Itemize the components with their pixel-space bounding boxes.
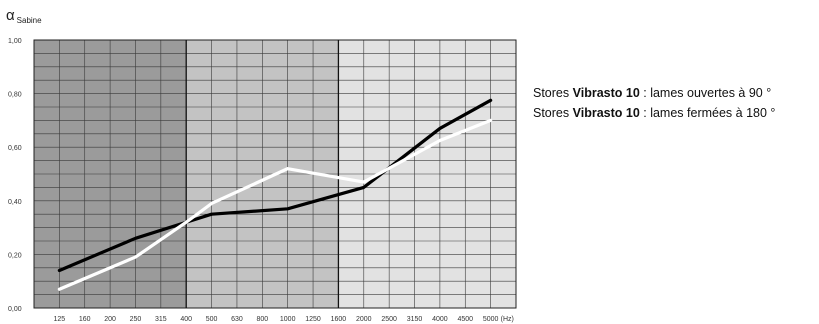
band-dividers	[185, 40, 340, 308]
x-tick-label: 2500	[381, 316, 397, 323]
y-tick-label: 0,80	[8, 92, 22, 99]
x-tick-label: 200	[104, 316, 116, 323]
x-tick-label: 160	[79, 316, 91, 323]
y-axis-label: α Sabine	[6, 7, 42, 25]
x-tick-label: 5000	[483, 316, 499, 323]
y-tick-label: 0,00	[8, 306, 22, 313]
series-line-closed	[57, 118, 493, 291]
y-tick-label: 0,40	[8, 199, 22, 206]
legend-brand: Vibrasto 10	[573, 86, 640, 100]
x-tick-label: 4500	[457, 316, 473, 323]
x-tick-label: 125	[54, 316, 66, 323]
legend: Stores Vibrasto 10 : lames ouvertes à 90…	[533, 86, 775, 120]
x-tick-label: 1600	[331, 316, 347, 323]
legend-suffix: : lames ouvertes à 90 °	[640, 86, 771, 100]
plot-frame	[33, 39, 517, 309]
legend-brand: Vibrasto 10	[573, 106, 640, 120]
x-tick-label: 250	[130, 316, 142, 323]
y-tick-label: 0,60	[8, 145, 22, 152]
legend-suffix: : lames fermées à 180 °	[640, 106, 776, 120]
x-tick-label: 4000	[432, 316, 448, 323]
x-tick-labels: 125 160 200 250 315 400 500 630 800 1000 1250 1600 2…	[54, 316, 514, 323]
y-axis-subscript: Sabine	[17, 16, 42, 25]
legend-item-closed: Stores Vibrasto 10 : lames fermées à 180…	[533, 106, 775, 120]
series-line-open	[57, 98, 493, 273]
x-tick-label: 2000	[356, 316, 372, 323]
series-lines	[57, 98, 493, 291]
x-tick-label: 315	[155, 316, 167, 323]
x-axis-unit: (Hz)	[501, 316, 514, 323]
y-tick-labels: 0,00 0,20 0,40 0,60 0,80 1,00	[8, 38, 22, 313]
legend-prefix: Stores	[533, 86, 573, 100]
x-tick-label: 1000	[280, 316, 296, 323]
legend-prefix: Stores	[533, 106, 573, 120]
y-tick-label: 1,00	[8, 38, 22, 45]
x-tick-label: 500	[206, 316, 218, 323]
y-tick-label: 0,20	[8, 252, 22, 259]
x-tick-label: 400	[180, 316, 192, 323]
x-tick-label: 1250	[305, 316, 321, 323]
x-tick-label: 630	[231, 316, 243, 323]
x-tick-label: 3150	[407, 316, 423, 323]
legend-item-open: Stores Vibrasto 10 : lames ouvertes à 90…	[533, 86, 771, 100]
y-axis-symbol: α	[6, 7, 15, 24]
x-tick-label: 800	[256, 316, 268, 323]
